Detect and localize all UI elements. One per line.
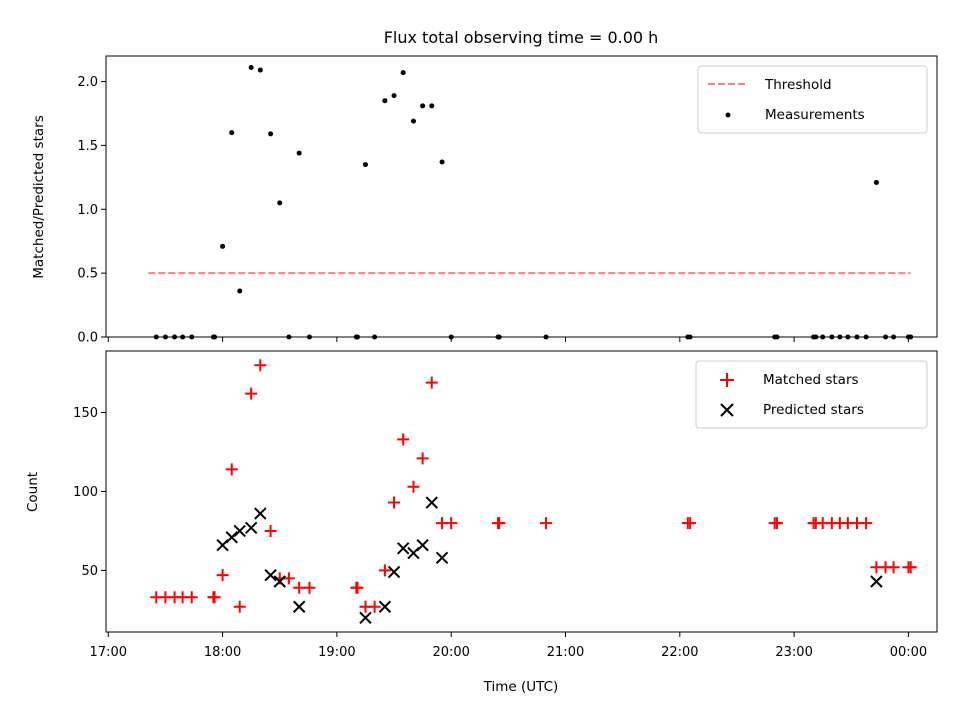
measurement-point	[391, 93, 397, 99]
x-tick-label: 23:00	[775, 645, 812, 660]
matched-stars-point	[684, 517, 697, 530]
legend-matched-marker	[720, 373, 734, 387]
measurement-point	[257, 67, 263, 73]
predicted-stars-point	[225, 531, 238, 544]
matched-stars-point	[378, 564, 391, 577]
chart-title: Flux total observing time = 0.00 h	[384, 28, 659, 47]
matched-stars-point	[770, 517, 783, 530]
y-ticks-bottom: 50 100 150	[73, 406, 106, 579]
predicted-stars-point	[870, 575, 883, 588]
measurement-point	[248, 64, 254, 70]
y-tick-label: 1.0	[77, 203, 98, 218]
x-tick-label: 21:00	[547, 645, 584, 660]
matched-stars-point	[493, 517, 506, 530]
y-tick-label: 0.0	[77, 331, 98, 346]
measurement-point	[429, 103, 435, 109]
y-tick-label: 100	[73, 485, 98, 500]
matched-stars-point	[254, 359, 267, 372]
measurement-point	[873, 179, 879, 185]
y-tick-label: 1.5	[77, 139, 98, 154]
measurement-point	[277, 200, 283, 206]
x-ticks-bottom: 17:00 18:00 19:00 20:00 21:00 22:00 23:00 00:00	[90, 632, 927, 660]
measurement-point	[362, 162, 368, 168]
legend-measurements-marker	[725, 112, 731, 118]
measurement-point	[382, 98, 388, 104]
matched-stars-point	[185, 591, 198, 604]
matched-stars-point	[208, 591, 221, 604]
predicted-stars-point	[273, 575, 286, 588]
predicted-stars-point	[425, 496, 438, 509]
matched-stars-point	[225, 463, 238, 476]
panel-bottom: Count 50 100 150 17:00 18:00 19:00 20:00 21:00…	[25, 350, 938, 660]
predicted-stars-point	[387, 565, 401, 579]
axes-frame-bottom	[105, 350, 938, 633]
matched-stars-point	[416, 452, 429, 465]
legend-label-predicted: Predicted stars	[763, 402, 864, 418]
matched-stars-point	[216, 569, 229, 582]
predicted-stars-point	[292, 600, 306, 613]
measurement-point	[296, 150, 302, 156]
panel-top: Matched/Predicted stars 0.00.51.01.52.0 …	[31, 55, 938, 346]
axes-frame-top	[105, 55, 938, 338]
matched-stars-point	[860, 517, 873, 530]
x-tick-label: 17:00	[90, 645, 127, 660]
measurement-point	[220, 243, 226, 249]
measurement-point	[400, 70, 406, 76]
measurement-point	[420, 103, 426, 109]
matched-stars-point	[368, 600, 381, 613]
legend-bottom: Matched stars Predicted stars	[695, 360, 928, 429]
matched-stars-point	[887, 561, 900, 574]
matched-stars-point	[445, 517, 458, 530]
x-tick-label: 20:00	[432, 645, 469, 660]
y-axis-label-top: Matched/Predicted stars	[31, 115, 47, 278]
matched-stars-point	[397, 433, 410, 446]
matched-stars-point	[351, 581, 364, 594]
matched-stars-point	[282, 572, 295, 585]
x-tick-label: 19:00	[318, 645, 355, 660]
matched-stars-point	[233, 600, 246, 613]
legend-label-measurements: Measurements	[765, 107, 865, 123]
predicted-stars-point	[244, 521, 258, 535]
legend-label-threshold: Threshold	[764, 77, 832, 93]
predicted-stars-point	[435, 551, 449, 565]
measurement-point	[237, 288, 243, 294]
matched-stars-point	[425, 376, 438, 389]
matched-stars-point	[245, 387, 258, 400]
measurement-point	[229, 130, 235, 136]
predicted-stars-point	[359, 611, 372, 624]
x-tick-label: 22:00	[661, 645, 698, 660]
x-tick-label: 00:00	[890, 645, 927, 660]
y-tick-label: 2.0	[77, 75, 98, 90]
legend-top: Threshold Measurements	[697, 65, 928, 134]
plot-area-bottom	[150, 359, 917, 624]
predicted-stars-point	[254, 507, 267, 520]
y-tick-label: 50	[81, 564, 98, 579]
predicted-stars-point	[396, 542, 410, 555]
y-ticks-top: 0.0 0.5 1.0 1.5 2.0	[77, 75, 106, 346]
matched-stars-point	[303, 581, 316, 594]
matched-stars-point	[264, 524, 277, 537]
predicted-stars-point	[416, 538, 429, 552]
matched-stars-point	[540, 517, 553, 530]
legend-label-matched: Matched stars	[763, 372, 859, 388]
predicted-stars-point	[233, 524, 246, 538]
x-axis-label: Time (UTC)	[483, 679, 559, 695]
measurement-point	[410, 118, 416, 124]
y-axis-label-bottom: Count	[25, 472, 41, 512]
y-tick-label: 150	[73, 406, 98, 421]
legend-predicted-marker	[720, 403, 734, 417]
matched-stars-point	[407, 480, 420, 493]
x-tick-label: 18:00	[204, 645, 241, 660]
matched-stars-point	[388, 496, 401, 509]
y-tick-label: 0.5	[77, 267, 98, 282]
predicted-stars-point	[378, 600, 392, 613]
matched-stars-point	[293, 581, 306, 594]
predicted-stars-point	[264, 568, 277, 582]
legend-box-top	[697, 65, 928, 134]
legend-box-bottom	[695, 360, 928, 429]
measurement-point	[439, 159, 445, 165]
matched-stars-point	[904, 561, 917, 574]
measurement-point	[268, 131, 274, 137]
